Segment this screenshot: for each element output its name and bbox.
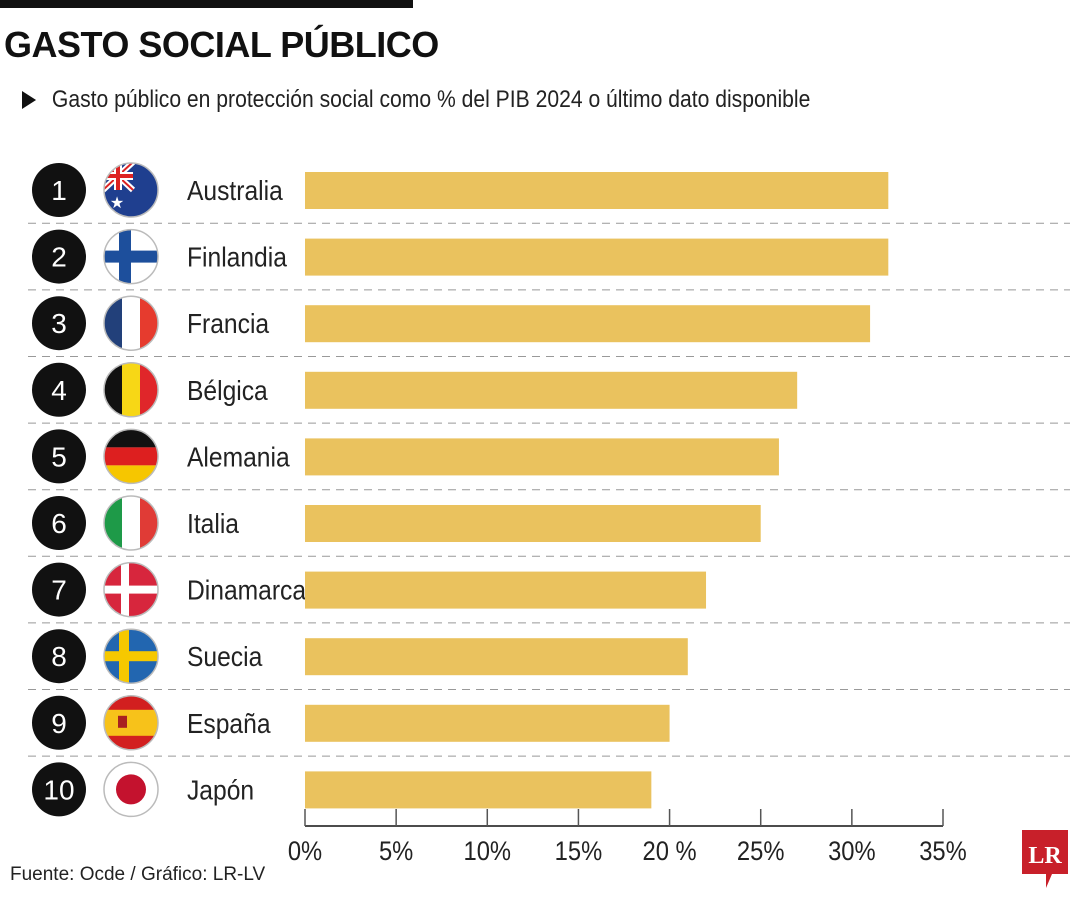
bar-suecia [305,638,688,676]
bar-alemania [305,438,779,476]
x-tick-label: 5% [379,837,413,867]
rank-number: 10 [43,774,74,805]
country-label: Japón [187,774,254,806]
subtitle-text: Gasto público en protección social como … [51,86,811,113]
rank-number: 4 [51,375,67,406]
bar-bélgica [305,371,798,409]
rank-number: 2 [51,242,67,273]
rank-number: 5 [51,441,67,472]
rank-badge [32,562,86,617]
x-tick-label: 20 % [642,837,696,867]
sweden-flag-icon [103,628,159,684]
rank-badge [32,296,86,351]
x-tick-label: 0% [288,837,322,867]
belgium-flag-icon [103,362,159,418]
country-label: España [187,707,271,739]
bar-italia [305,505,761,542]
rank-number: 8 [51,641,67,672]
x-tick-label: 30% [828,837,876,867]
australia-flag-icon: ★ [103,162,159,218]
bar-finlandia [305,238,889,276]
bar-dinamarca [305,571,707,609]
triangle-icon [22,91,37,109]
italy-flag-icon [103,495,159,551]
rank-badge [32,429,86,484]
source-note: Fuente: Ocde / Gráfico: LR-LV [10,864,266,885]
japan-flag-icon [103,761,159,818]
rank-badge [32,362,86,417]
rank-badge [32,229,86,284]
country-label: Italia [187,508,239,540]
x-tick-label: 15% [555,837,603,867]
bar-australia [305,172,889,209]
chart-subtitle: Gasto público en protección social como … [22,86,810,114]
country-label: Australia [187,175,283,207]
spain-flag-icon [103,695,159,751]
finland-flag-icon [103,228,159,285]
rank-badge [32,496,86,550]
country-label: Francia [187,308,269,340]
x-tick-label: 25% [737,837,785,867]
svg-text:★: ★ [110,195,124,212]
rank-number: 6 [51,508,67,539]
rank-number: 9 [51,708,67,739]
svg-text:LR: LR [1028,843,1062,869]
germany-flag-icon [103,428,159,485]
country-label: Finlandia [187,241,287,273]
x-tick-label: 10% [464,837,512,867]
rank-number: 7 [51,575,67,606]
denmark-flag-icon [103,561,159,618]
rank-badge [32,629,86,684]
rank-badge [32,695,86,750]
x-tick-label: 35% [919,837,967,867]
country-label: Bélgica [187,374,268,406]
rank-badge [32,762,86,817]
country-label: Alemania [187,441,290,473]
top-bar [0,0,413,8]
rank-number: 3 [51,308,67,339]
country-label: Dinamarca [187,574,306,606]
lr-logo: LR [1022,830,1068,888]
rank-number: 1 [51,175,67,206]
rank-badge [32,163,86,217]
bar-japón [305,771,652,809]
bar-francia [305,305,871,343]
country-label: Suecia [187,641,263,673]
bar-españa [305,704,670,742]
france-flag-icon [103,295,159,351]
chart-title: GASTO SOCIAL PÚBLICO [4,24,439,65]
